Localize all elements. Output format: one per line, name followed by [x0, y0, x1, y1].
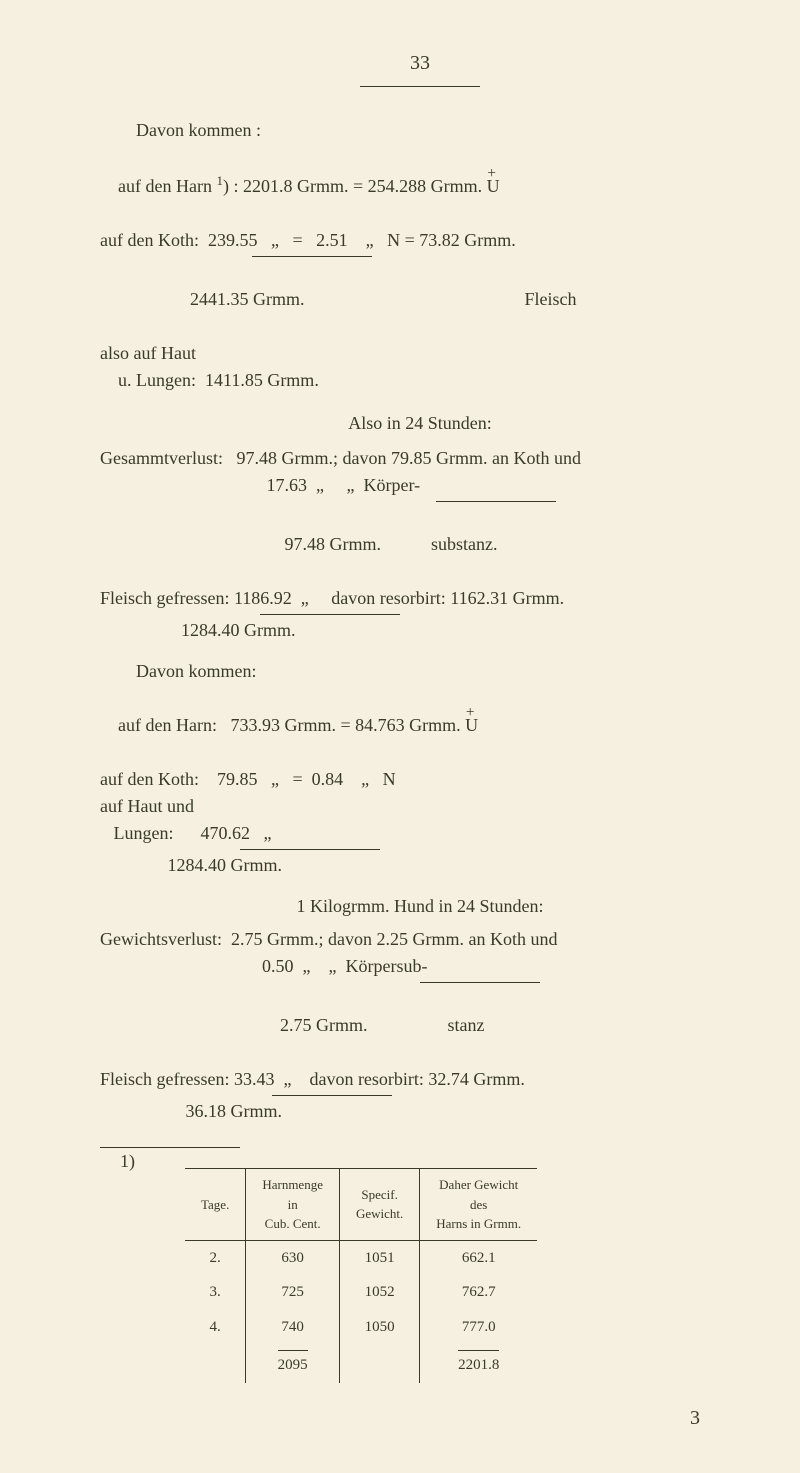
text: 2.75 Grmm.	[118, 1015, 368, 1035]
line-fleisch-gefr-2: Fleisch gefressen: 33.43 „ davon resorbi…	[100, 1066, 740, 1093]
subheading-kilogrmm: 1 Kilogrmm. Hund in 24 Stunden:	[100, 893, 740, 920]
col-header-tage: Tage.	[185, 1169, 246, 1241]
text: 2441.35 Grmm.	[118, 289, 305, 309]
line-also-haut: also auf Haut	[100, 340, 740, 367]
cell: 1052	[339, 1275, 419, 1310]
line-koerper: 17.63 „ „ Körper-	[100, 472, 740, 499]
line-koerpersub: 0.50 „ „ Körpersub-	[100, 953, 740, 980]
line-1284-1: 1284.40 Grmm.	[100, 617, 740, 644]
table-row: 3. 725 1052 762.7	[185, 1275, 537, 1310]
cell: 3.	[185, 1275, 246, 1310]
line-subst: 97.48 Grmm. substanz.	[100, 504, 740, 585]
harn-table: Tage. HarnmengeinCub. Cent. Specif.Gewic…	[185, 1168, 537, 1383]
sum-rule	[420, 982, 540, 983]
sum-rule	[272, 1095, 392, 1096]
table-sum-row: 2095 2201.8	[185, 1344, 537, 1383]
cell: 1051	[339, 1240, 419, 1275]
cell-sum: 2095	[246, 1344, 340, 1383]
text-fleisch: Fleisch	[525, 289, 577, 309]
signature-number: 3	[100, 1403, 700, 1433]
line-lungen-1: u. Lungen: 1411.85 Grmm.	[100, 367, 740, 394]
line-koth-1: auf den Koth: 239.55 „ = 2.51 „ N = 73.8…	[100, 227, 740, 254]
text: 97.48 Grmm.	[118, 534, 381, 554]
cell	[339, 1344, 419, 1383]
subheading-also-24: Also in 24 Stunden:	[100, 410, 740, 437]
table-header-row: Tage. HarnmengeinCub. Cent. Specif.Gewic…	[185, 1169, 537, 1241]
cell: 1050	[339, 1310, 419, 1345]
col-header-harnmenge: HarnmengeinCub. Cent.	[246, 1169, 340, 1241]
line-gesammt: Gesammtverlust: 97.48 Grmm.; davon 79.85…	[100, 445, 740, 472]
text: auf den Harn: 733.93 Grmm. = 84.763 Grmm…	[118, 715, 465, 735]
cell: 762.7	[420, 1275, 537, 1310]
line-fleisch-gefr-1: Fleisch gefressen: 1186.92 „ davon resor…	[100, 585, 740, 612]
line-harn-1: auf den Harn 1) : 2201.8 Grmm. = 254.288…	[100, 144, 740, 227]
sum-rule	[252, 256, 372, 257]
line-sum-and-fleisch: 2441.35 Grmm. Fleisch	[100, 259, 740, 340]
section-number-1: 1)	[120, 1148, 135, 1175]
cell: 662.1	[420, 1240, 537, 1275]
cell: 777.0	[420, 1310, 537, 1345]
text-substanz: substanz.	[431, 534, 498, 554]
text: auf den Harn	[118, 176, 216, 196]
heading-davon-1: Davon kommen :	[100, 117, 740, 144]
line-harn-2: auf den Harn: 733.93 Grmm. = 84.763 Grmm…	[100, 685, 740, 766]
page-number: 33	[100, 48, 740, 78]
sum-rule	[260, 614, 400, 615]
heading-davon-2: Davon kommen:	[100, 658, 740, 685]
sum-rule	[436, 501, 556, 502]
cell: 630	[246, 1240, 340, 1275]
text: ) : 2201.8 Grmm. = 254.288 Grmm.	[223, 176, 487, 196]
line-gewichtsv: Gewichtsverlust: 2.75 Grmm.; davon 2.25 …	[100, 926, 740, 953]
symbol-u-plus: +U	[487, 173, 500, 200]
line-lungen-2: Lungen: 470.62 „	[100, 820, 740, 847]
cell	[185, 1344, 246, 1383]
line-stanz: 2.75 Grmm. stanz	[100, 985, 740, 1066]
cell-sum: 2201.8	[420, 1344, 537, 1383]
table-row: 4. 740 1050 777.0	[185, 1310, 537, 1345]
cell: 740	[246, 1310, 340, 1345]
cell: 2.	[185, 1240, 246, 1275]
col-header-specif: Specif.Gewicht.	[339, 1169, 419, 1241]
cell: 4.	[185, 1310, 246, 1345]
text-stanz: stanz	[448, 1015, 485, 1035]
plus-icon: +	[466, 702, 475, 725]
line-1284-2: 1284.40 Grmm.	[100, 852, 740, 879]
table-row: 2. 630 1051 662.1	[185, 1240, 537, 1275]
page-number-rule	[360, 86, 480, 87]
line-haut-und: auf Haut und	[100, 793, 740, 820]
cell: 725	[246, 1275, 340, 1310]
line-koth-2: auf den Koth: 79.85 „ = 0.84 „ N	[100, 766, 740, 793]
symbol-u-plus: +U	[465, 712, 478, 739]
plus-icon: +	[487, 163, 496, 186]
sum-rule	[240, 849, 380, 850]
line-36-18: 36.18 Grmm.	[100, 1098, 740, 1125]
col-header-gewicht: Daher GewichtdesHarns in Grmm.	[420, 1169, 537, 1241]
